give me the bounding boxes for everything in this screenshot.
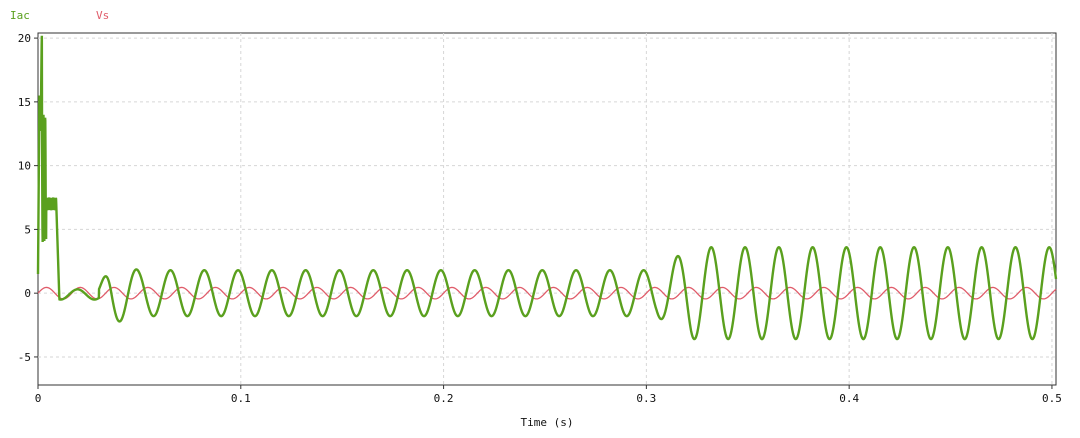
- x-tick-label: 0.3: [636, 392, 656, 405]
- legend-iac: Iac: [10, 9, 30, 22]
- y-tick-label: 20: [18, 32, 31, 45]
- series-iac-line: [36, 35, 1058, 341]
- x-tick-label: 0.4: [839, 392, 859, 405]
- y-tick-label: 15: [18, 96, 31, 109]
- legend-vs: Vs: [96, 9, 109, 22]
- series-group: [36, 35, 1058, 341]
- y-tick-label: 10: [18, 160, 31, 173]
- y-axis-ticks: 20 15 10 5 0 -5: [18, 32, 38, 364]
- series-vs-line: [37, 286, 1057, 300]
- plot-area: [37, 32, 1057, 386]
- x-tick-label: 0.1: [231, 392, 251, 405]
- x-tick-label: 0.5: [1042, 392, 1062, 405]
- x-tick-label: 0.2: [434, 392, 454, 405]
- y-tick-label: -5: [18, 351, 31, 364]
- y-tick-label: 0: [24, 287, 31, 300]
- x-axis-ticks: 0 0.1 0.2 0.3 0.4 0.5: [35, 385, 1062, 405]
- x-axis-label: Time (s): [521, 416, 574, 429]
- y-tick-label: 5: [24, 223, 31, 236]
- x-tick-label: 0: [35, 392, 42, 405]
